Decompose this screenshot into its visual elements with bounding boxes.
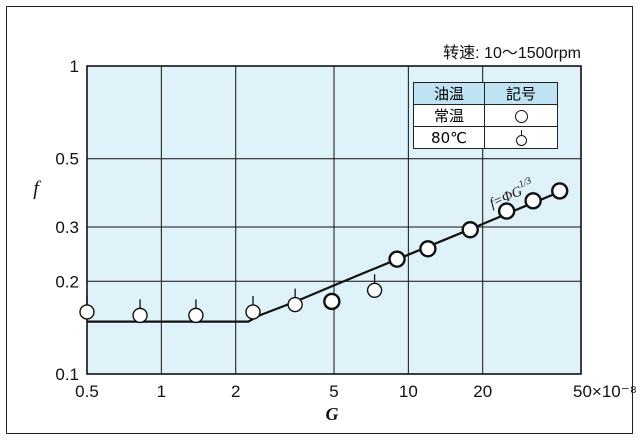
data-point-80c bbox=[287, 296, 303, 313]
legend-symbol-open-circle bbox=[484, 104, 558, 127]
data-point-80c bbox=[188, 307, 204, 324]
legend: 油温 記号 常温 80℃ bbox=[413, 82, 558, 149]
y-tick-label: 0.5 bbox=[55, 150, 79, 169]
y-tick-label: 0.1 bbox=[55, 365, 79, 384]
legend-row: 80℃ bbox=[413, 126, 558, 149]
axis-ticks: 0.5 1 2 5 10 20 50×10⁻⁸ 0.1 0.2 0.3 0.5 1 bbox=[55, 57, 637, 401]
x-tick-label: 1 bbox=[157, 382, 166, 401]
x-tick-label: 5 bbox=[329, 382, 338, 401]
data-point-80c bbox=[79, 304, 95, 320]
data-point-room-temp bbox=[323, 292, 341, 311]
y-tick-label: 0.2 bbox=[55, 272, 79, 291]
legend-row: 常温 bbox=[413, 104, 558, 127]
y-tick-label: 1 bbox=[70, 57, 79, 76]
x-axis-label: G bbox=[326, 404, 339, 424]
grid-lines bbox=[87, 66, 581, 374]
data-point-room-temp bbox=[419, 240, 437, 258]
x-tick-label: 0.5 bbox=[75, 382, 99, 401]
x-tick-label: 20 bbox=[473, 382, 492, 401]
open-circle-icon bbox=[514, 109, 528, 123]
data-point-room-temp bbox=[524, 192, 542, 210]
circle-with-tick-icon bbox=[515, 130, 527, 146]
legend-label-80c: 80℃ bbox=[413, 126, 485, 149]
legend-header-oil-temp: 油温 bbox=[413, 82, 485, 105]
condition-label: 转速: 10～1500rpm bbox=[443, 44, 581, 62]
legend-header-symbol: 記号 bbox=[484, 82, 558, 105]
data-point-room-temp bbox=[497, 202, 516, 220]
x-tick-label: 50×10⁻⁸ bbox=[573, 382, 637, 401]
x-tick-label: 10 bbox=[399, 382, 418, 401]
data-point-room-temp bbox=[461, 221, 479, 239]
data-point-room-temp bbox=[551, 182, 569, 200]
x-tick-label: 2 bbox=[231, 382, 240, 401]
data-point-80c bbox=[245, 304, 261, 320]
data-points bbox=[79, 182, 569, 324]
data-point-80c bbox=[132, 307, 148, 324]
y-tick-label: 0.3 bbox=[55, 218, 79, 237]
legend-symbol-circle-tick bbox=[484, 126, 558, 149]
y-axis-label: f bbox=[33, 178, 41, 200]
data-point-80c bbox=[366, 282, 383, 298]
data-point-room-temp bbox=[388, 250, 406, 268]
plot-border bbox=[86, 65, 582, 375]
legend-label-room-temp: 常温 bbox=[413, 104, 485, 127]
